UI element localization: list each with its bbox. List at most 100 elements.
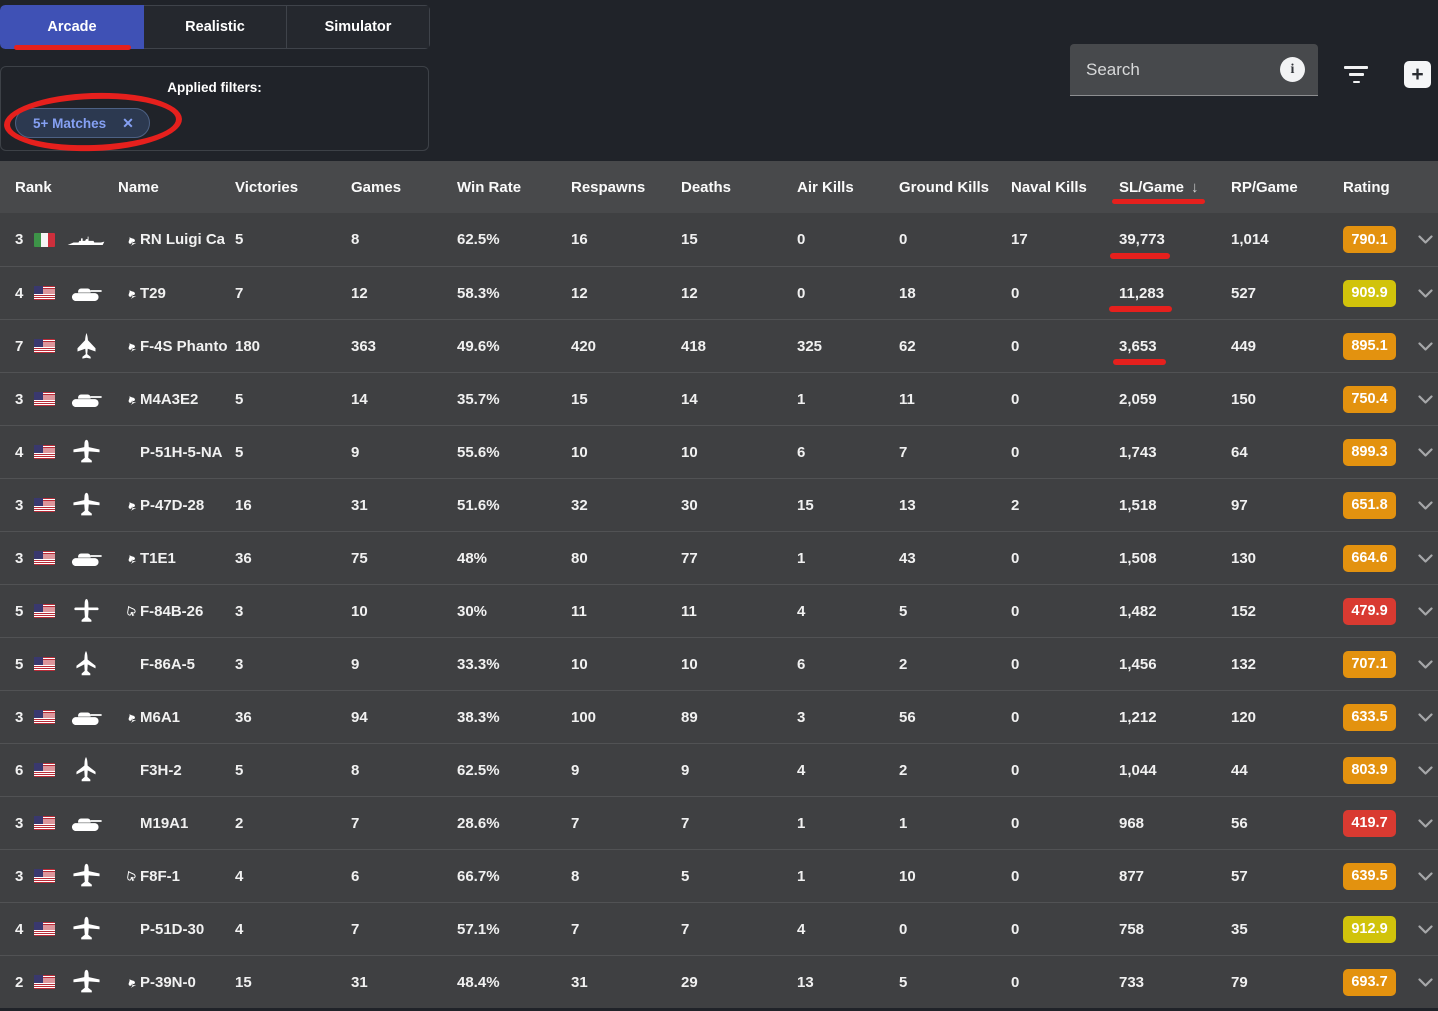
remove-filter-icon[interactable]: ✕ bbox=[122, 114, 134, 131]
rating-cell: 479.9 bbox=[1343, 597, 1413, 625]
table-row[interactable]: 5 ♤ F-84B-26 3 10 30% 11 11 4 5 0 1,482 152 479.9 bbox=[0, 584, 1438, 637]
filter-funnel-icon[interactable] bbox=[1344, 66, 1368, 83]
cell-victories: 4 bbox=[235, 920, 244, 938]
column-header-sl_game[interactable]: SL/Game ↓ bbox=[1119, 179, 1231, 196]
rank-value: 2 bbox=[15, 973, 24, 991]
column-header-rp_game[interactable]: RP/Game bbox=[1231, 179, 1343, 196]
table-row[interactable]: 4 P-51H-5-NA 5 9 55.6% 10 10 6 7 0 1,743 64 899.3 bbox=[0, 425, 1438, 478]
name-cell: ♠ F-4S Phanto bbox=[118, 338, 235, 355]
expand-row-icon[interactable] bbox=[1413, 447, 1438, 457]
cell-win_rate: 48% bbox=[457, 549, 488, 567]
vehicle-name: T29 bbox=[140, 284, 166, 302]
cell-win_rate: 57.1% bbox=[457, 920, 500, 938]
column-header-win_rate[interactable]: Win Rate bbox=[457, 179, 571, 196]
cell-naval_kills: 0 bbox=[1011, 761, 1020, 779]
table-row[interactable]: 3 ♠ T1E1 36 75 48% 80 77 1 43 0 1,508 130 664.6 bbox=[0, 531, 1438, 584]
expand-row-icon[interactable] bbox=[1413, 871, 1438, 881]
rank-cell: 3 bbox=[0, 231, 118, 248]
cell-rp_game: 64 bbox=[1231, 443, 1248, 461]
expand-row-icon[interactable] bbox=[1413, 818, 1438, 828]
expand-row-icon[interactable] bbox=[1413, 341, 1438, 351]
cell-naval_kills: 0 bbox=[1011, 814, 1020, 832]
expand-row-icon[interactable] bbox=[1413, 500, 1438, 510]
cell-deaths: 10 bbox=[681, 443, 698, 461]
expand-row-icon[interactable] bbox=[1413, 394, 1438, 404]
table-row[interactable]: 3 ♤ F8F-1 4 6 66.7% 8 5 1 10 0 877 57 639.5 bbox=[0, 849, 1438, 902]
column-header-label: Rank bbox=[15, 178, 52, 196]
column-header-rank[interactable]: Rank bbox=[0, 179, 118, 196]
cell-air_kills: 15 bbox=[797, 496, 814, 514]
rank-value: 3 bbox=[15, 549, 24, 567]
expand-row-icon[interactable] bbox=[1413, 977, 1438, 987]
cell-deaths: 7 bbox=[681, 920, 690, 938]
column-header-label: Games bbox=[351, 178, 402, 196]
column-header-victories[interactable]: Victories bbox=[235, 179, 351, 196]
expand-row-icon[interactable] bbox=[1413, 712, 1438, 722]
cell-ground_kills: 0 bbox=[899, 231, 908, 248]
expand-row-icon[interactable] bbox=[1413, 553, 1438, 563]
cell-victories: 5 bbox=[235, 761, 244, 779]
column-header-respawns[interactable]: Respawns bbox=[571, 179, 681, 196]
column-header-label: Name bbox=[118, 178, 159, 196]
table-row[interactable]: 7 ♠ F-4S Phanto 180 363 49.6% 420 418 325 62 0 3,65… bbox=[0, 319, 1438, 372]
table-row[interactable]: 3 ♠ M6A1 36 94 38.3% 100 89 3 56 0 1,212 120 633.5 bbox=[0, 690, 1438, 743]
column-header-label: Rating bbox=[1343, 178, 1390, 196]
table-row[interactable]: 6 F3H-2 5 8 62.5% 9 9 4 2 0 1,044 44 803.9 bbox=[0, 743, 1438, 796]
rank-cell: 5 bbox=[0, 598, 118, 624]
add-button[interactable]: + bbox=[1404, 61, 1431, 88]
expand-row-icon[interactable] bbox=[1413, 765, 1438, 775]
rating-cell: 899.3 bbox=[1343, 438, 1413, 466]
expand-row-icon[interactable] bbox=[1413, 288, 1438, 298]
column-header-deaths[interactable]: Deaths bbox=[681, 179, 797, 196]
table-row[interactable]: 4 P-51D-30 4 7 57.1% 7 7 4 0 0 758 35 912.9 bbox=[0, 902, 1438, 955]
expand-row-icon[interactable] bbox=[1413, 235, 1438, 244]
rank-cell: 4 bbox=[0, 285, 118, 302]
filter-chip-5plus-matches[interactable]: 5+ Matches ✕ bbox=[15, 108, 150, 138]
rating-badge: 651.8 bbox=[1343, 491, 1396, 519]
column-header-air_kills[interactable]: Air Kills bbox=[797, 179, 899, 196]
table-row[interactable]: 3 M19A1 2 7 28.6% 7 7 1 1 0 968 56 419.7 bbox=[0, 796, 1438, 849]
cell-win_rate: 49.6% bbox=[457, 337, 500, 355]
name-cell: F3H-2 bbox=[118, 762, 235, 779]
tab-simulator[interactable]: Simulator bbox=[287, 5, 430, 49]
tab-realistic[interactable]: Realistic bbox=[144, 5, 287, 49]
cell-sl_game: 758 bbox=[1119, 920, 1145, 938]
cell-win_rate: 38.3% bbox=[457, 708, 500, 726]
rating-badge: 664.6 bbox=[1343, 544, 1396, 572]
info-icon[interactable]: i bbox=[1280, 57, 1305, 82]
cell-win_rate: 30% bbox=[457, 602, 488, 620]
cell-naval_kills: 17 bbox=[1011, 231, 1028, 248]
cell-games: 31 bbox=[351, 973, 368, 991]
rating-cell: 750.4 bbox=[1343, 385, 1413, 413]
cell-win_rate: 35.7% bbox=[457, 390, 500, 408]
rating-cell: 895.1 bbox=[1343, 332, 1413, 360]
column-header-ground_kills[interactable]: Ground Kills bbox=[899, 179, 1011, 196]
cell-rp_game: 1,014 bbox=[1231, 231, 1269, 248]
cell-respawns: 80 bbox=[571, 549, 588, 567]
cell-games: 8 bbox=[351, 761, 360, 779]
table-row[interactable]: 5 F-86A-5 3 9 33.3% 10 10 6 2 0 1,456 132 707.1 bbox=[0, 637, 1438, 690]
column-header-rating[interactable]: Rating bbox=[1343, 179, 1413, 196]
column-header-name[interactable]: Name bbox=[118, 179, 235, 196]
tab-arcade[interactable]: Arcade bbox=[0, 5, 144, 49]
rating-badge: 479.9 bbox=[1343, 597, 1396, 625]
cell-games: 14 bbox=[351, 390, 368, 408]
table-row[interactable]: 3 ♠ M4A3E2 5 14 35.7% 15 14 1 11 0 2,059 150 750.4 bbox=[0, 372, 1438, 425]
table-row[interactable]: 2 ♠ P-39N-0 15 31 48.4% 31 29 13 5 0 733 79 693.7 bbox=[0, 955, 1438, 1008]
expand-row-icon[interactable] bbox=[1413, 924, 1438, 934]
table-row[interactable]: 3 ♠ RN Luigi Ca 5 8 62.5% 16 15 0 0 17 39,773 1,014 7… bbox=[0, 213, 1438, 266]
expand-row-icon[interactable] bbox=[1413, 606, 1438, 616]
table-row[interactable]: 4 ♠ T29 7 12 58.3% 12 12 0 18 0 11,283 527 909.9 bbox=[0, 266, 1438, 319]
cell-ground_kills: 18 bbox=[899, 284, 916, 302]
flag-usa-icon bbox=[34, 551, 55, 565]
column-header-games[interactable]: Games bbox=[351, 179, 457, 196]
search-input[interactable]: Search i bbox=[1070, 44, 1318, 96]
column-header-naval_kills[interactable]: Naval Kills bbox=[1011, 179, 1119, 196]
flag-usa-icon bbox=[34, 763, 55, 777]
table-row[interactable]: 3 ♠ P-47D-28 16 31 51.6% 32 30 15 13 2 1,518 97 651.8 bbox=[0, 478, 1438, 531]
swept-jet-icon bbox=[65, 757, 107, 783]
expand-row-icon[interactable] bbox=[1413, 659, 1438, 669]
cell-win_rate: 55.6% bbox=[457, 443, 500, 461]
column-header-label: RP/Game bbox=[1231, 178, 1298, 196]
rank-value: 4 bbox=[15, 920, 24, 938]
